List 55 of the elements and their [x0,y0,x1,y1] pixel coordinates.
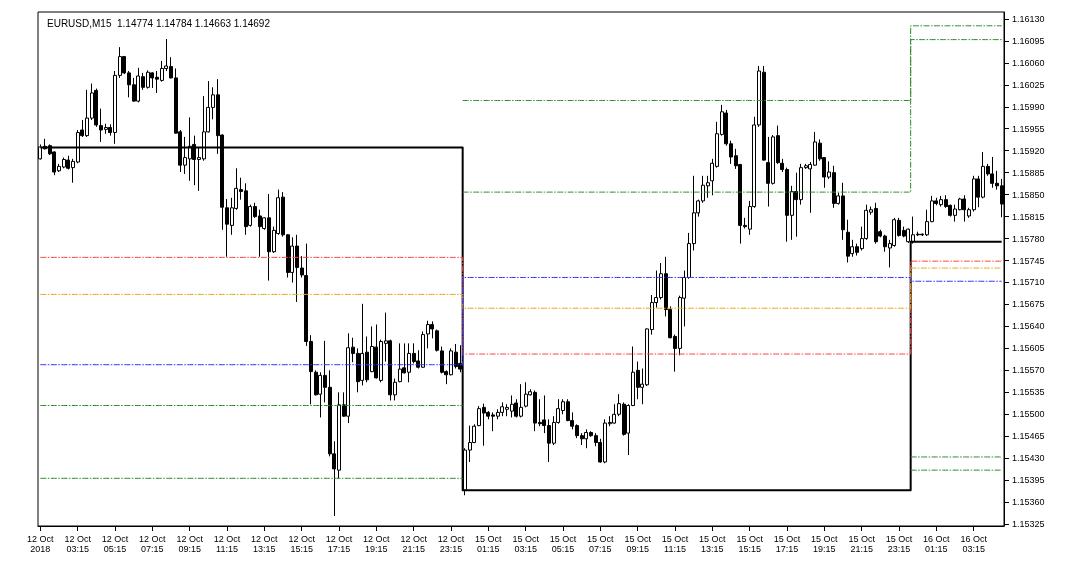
x-tick-label: 12 Oct 09:15 [176,534,204,554]
y-tick-label: 1.15535 [1012,387,1045,398]
x-tick-label: 12 Oct 03:15 [64,534,92,554]
y-tick-label: 1.15955 [1012,123,1045,134]
y-tick-label: 1.16130 [1012,13,1045,24]
y-tick-label: 1.15745 [1012,255,1045,266]
y-tick-label: 1.15815 [1012,211,1045,222]
y-tick-label: 1.16060 [1012,57,1045,68]
y-tick-label: 1.15500 [1012,409,1045,420]
x-tick-label: 15 Oct 15:15 [736,534,764,554]
candlestick [524,381,528,408]
y-tick-label: 1.15360 [1012,497,1045,508]
y-tick-label: 1.15850 [1012,189,1045,200]
candlestick [398,342,402,383]
x-tick-label: 15 Oct 01:15 [475,534,503,554]
x-tick-label: 15 Oct 23:15 [885,534,913,554]
x-tick-label: 12 Oct 05:15 [101,534,129,554]
x-tick-label: 12 Oct 17:15 [325,534,353,554]
candlestick [458,344,462,373]
x-tick-label: 12 Oct 13:15 [251,534,279,554]
y-tick-label: 1.15430 [1012,453,1045,464]
x-tick-label: 15 Oct 11:15 [661,534,689,554]
y-tick-label: 1.15780 [1012,233,1045,244]
x-tick-label: 15 Oct 17:15 [773,534,801,554]
y-tick-label: 1.16095 [1012,35,1045,46]
x-tick-label: 12 Oct 2018 [27,534,55,554]
x-tick-label: 15 Oct 03:15 [512,534,540,554]
y-tick-label: 1.15640 [1012,321,1045,332]
x-tick-label: 12 Oct 23:15 [437,534,465,554]
x-tick-label: 15 Oct 09:15 [624,534,652,554]
candlestick [846,219,850,263]
x-tick-label: 12 Oct 19:15 [363,534,391,554]
y-tick-label: 1.15885 [1012,167,1045,178]
y-tick-label: 1.15990 [1012,101,1045,112]
x-tick-label: 15 Oct 21:15 [848,534,876,554]
y-tick-label: 1.15395 [1012,475,1045,486]
x-tick-label: 16 Oct 01:15 [923,534,951,554]
y-tick-label: 1.15675 [1012,299,1045,310]
x-tick-label: 12 Oct 11:15 [213,534,241,554]
x-tick-label: 15 Oct 05:15 [549,534,577,554]
x-tick-label: 16 Oct 03:15 [960,534,988,554]
x-tick-label: 12 Oct 21:15 [400,534,428,554]
y-tick-label: 1.15570 [1012,365,1045,376]
y-tick-label: 1.15920 [1012,145,1045,156]
y-tick-label: 1.15325 [1012,519,1045,530]
x-tick-label: 15 Oct 19:15 [811,534,839,554]
x-tick-label: 15 Oct 07:15 [587,534,615,554]
x-tick-label: 12 Oct 07:15 [139,534,167,554]
y-tick-label: 1.16025 [1012,79,1045,90]
x-tick-label: 15 Oct 13:15 [699,534,727,554]
text: EURUSD,M15 1.14774 1.14784 1.14663 1.14692 [47,17,271,29]
y-tick-label: 1.15605 [1012,343,1045,354]
y-tick-label: 1.15465 [1012,431,1045,442]
y-tick-label: 1.15710 [1012,277,1045,288]
x-tick-label: 12 Oct 15:15 [288,534,316,554]
